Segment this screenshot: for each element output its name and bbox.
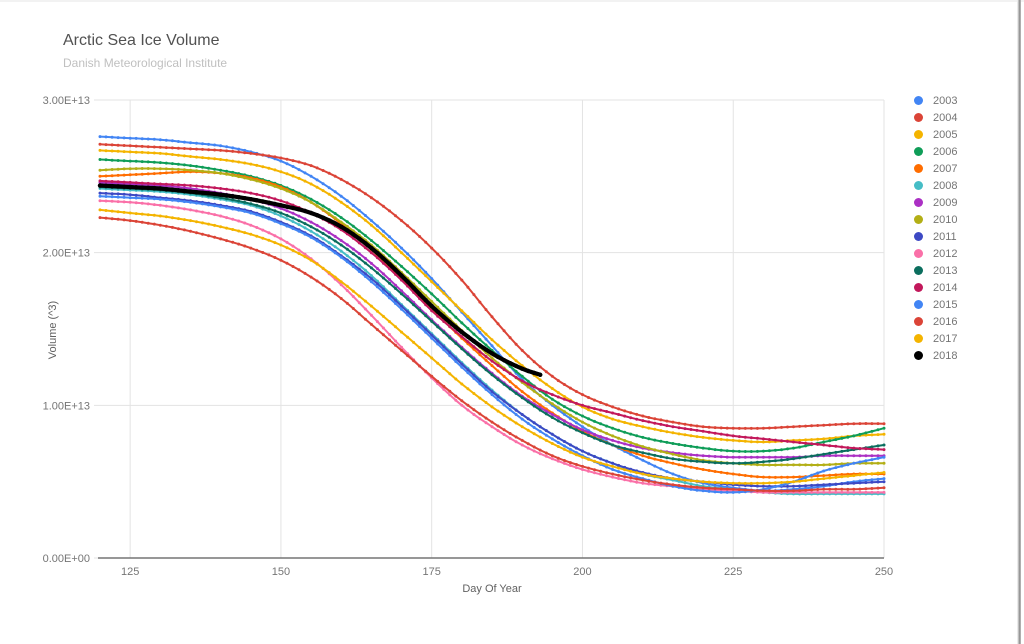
legend-dot-2008 [914, 181, 923, 190]
series-line-2007 [99, 170, 885, 479]
legend-dot-2015 [914, 300, 923, 309]
legend-label: 2017 [933, 332, 958, 345]
series-markers-2005 [98, 148, 886, 444]
legend-item-2011[interactable]: 2011 [914, 228, 957, 245]
legend-dot-2014 [914, 283, 923, 292]
legend-dot-2011 [914, 232, 923, 241]
legend-label: 2003 [933, 94, 958, 107]
series-markers-2017 [98, 208, 886, 485]
chart-legend: 2003 2004 2005 2006 2007 2008 2009 2010 2011 2012… [914, 92, 957, 364]
series-markers-2018 [97, 183, 543, 377]
window-top-edge [0, 0, 1024, 2]
legend-label: 2008 [933, 179, 958, 192]
legend-dot-2005 [914, 130, 923, 139]
legend-label: 2014 [933, 281, 958, 294]
legend-item-2014[interactable]: 2014 [914, 279, 957, 296]
series-line-2009 [99, 181, 885, 459]
legend-item-2016[interactable]: 2016 [914, 313, 957, 330]
legend-label: 2018 [933, 349, 958, 362]
legend-dot-2006 [914, 147, 923, 156]
legend-label: 2009 [933, 196, 958, 209]
legend-label: 2006 [933, 145, 958, 158]
legend-item-2006[interactable]: 2006 [914, 143, 957, 160]
series-line-2003 [99, 135, 885, 492]
legend-label: 2011 [933, 230, 957, 243]
legend-dot-2009 [914, 198, 923, 207]
series-markers-2006 [98, 158, 886, 453]
legend-dot-2003 [914, 96, 923, 105]
legend-dot-2012 [914, 249, 923, 258]
legend-item-2007[interactable]: 2007 [914, 160, 957, 177]
y-tick-label: 2.00E+13 [43, 248, 90, 260]
legend-dot-2013 [914, 266, 923, 275]
legend-label: 2012 [933, 247, 958, 260]
chart-title: Arctic Sea Ice Volume [63, 32, 220, 49]
x-axis-title: Day Of Year [462, 583, 522, 595]
series-markers-2004 [98, 142, 886, 430]
x-tick-label: 150 [272, 566, 290, 578]
legend-item-2004[interactable]: 2004 [914, 109, 957, 126]
legend-item-2012[interactable]: 2012 [914, 245, 957, 262]
series-markers-2008 [98, 187, 886, 496]
legend-dot-2016 [914, 317, 923, 326]
legend-label: 2005 [933, 128, 958, 141]
legend-label: 2007 [933, 162, 958, 175]
y-axis-title: Volume (^3) [47, 300, 59, 360]
legend-item-2013[interactable]: 2013 [914, 262, 957, 279]
legend-item-2015[interactable]: 2015 [914, 296, 957, 313]
legend-dot-2018 [914, 351, 923, 360]
series-markers-2007 [98, 170, 886, 479]
series-line-2004 [99, 143, 885, 430]
window-right-edge [1017, 0, 1021, 644]
legend-item-2009[interactable]: 2009 [914, 194, 957, 211]
legend-label: 2004 [933, 111, 958, 124]
y-tick-label: 1.00E+13 [43, 400, 90, 412]
legend-dot-2010 [914, 215, 923, 224]
legend-dot-2004 [914, 113, 923, 122]
legend-item-2003[interactable]: 2003 [914, 92, 957, 109]
series-markers-2016 [98, 216, 886, 493]
series-markers-2015 [98, 194, 886, 494]
x-tick-label: 200 [573, 566, 591, 578]
chart-subtitle: Danish Meteorological Institute [63, 56, 228, 70]
legend-label: 2015 [933, 298, 958, 311]
legend-item-2010[interactable]: 2010 [914, 211, 957, 228]
legend-item-2018[interactable]: 2018 [914, 347, 957, 364]
series-markers-2009 [98, 180, 886, 459]
x-tick-label: 225 [724, 566, 742, 578]
x-tick-label: 250 [875, 566, 893, 578]
legend-item-2017[interactable]: 2017 [914, 330, 957, 347]
legend-label: 2010 [933, 213, 958, 226]
y-tick-label: 3.00E+13 [43, 95, 90, 107]
legend-label: 2013 [933, 264, 958, 277]
y-tick-label: 0.00E+00 [43, 553, 90, 565]
series-markers-2014 [98, 179, 886, 452]
x-tick-label: 125 [121, 566, 139, 578]
legend-dot-2017 [914, 334, 923, 343]
legend-item-2008[interactable]: 2008 [914, 177, 957, 194]
series-line-2008 [99, 187, 885, 495]
x-tick-label: 175 [423, 566, 441, 578]
legend-dot-2007 [914, 164, 923, 173]
legend-label: 2016 [933, 315, 958, 328]
legend-item-2005[interactable]: 2005 [914, 126, 957, 143]
